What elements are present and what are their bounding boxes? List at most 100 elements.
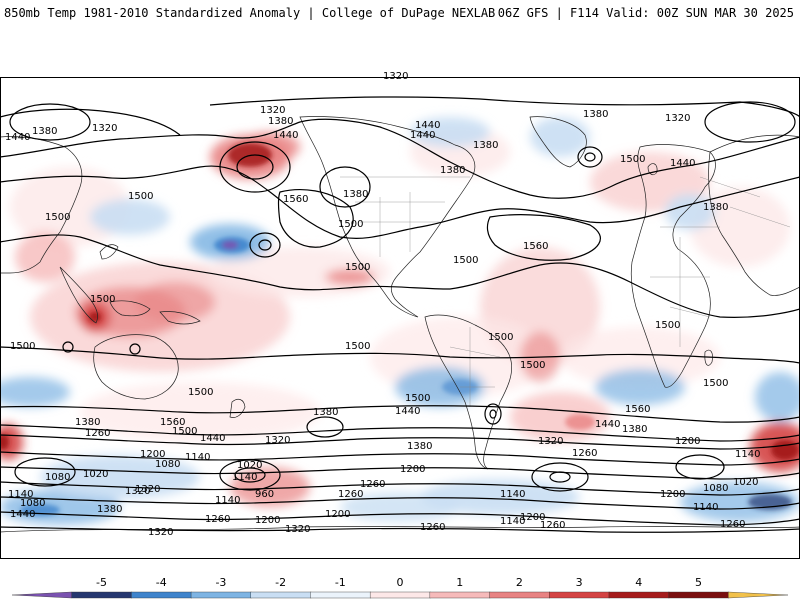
contour-label: 1140: [8, 489, 33, 500]
contour-label: 1080: [155, 459, 180, 470]
contour-label: 1020: [237, 460, 262, 471]
colorbar-swatch: [71, 591, 133, 599]
contour-label: 960: [255, 489, 274, 500]
colorbar-tick-label: 1: [456, 576, 463, 589]
contour-label: 1440: [410, 130, 435, 141]
colorbar-swatch: [11, 591, 72, 599]
contour-label: 1440: [595, 419, 620, 430]
map-title: 850mb Temp 1981-2010 Standardized Anomal…: [4, 6, 496, 20]
contour-label: 1200: [140, 449, 165, 460]
contour-label: 1320: [665, 113, 690, 124]
contour-label: 1020: [83, 469, 108, 480]
contour-label: 1500: [188, 387, 213, 398]
contour-label: 1560: [523, 241, 548, 252]
contour-label: 1500: [10, 341, 35, 352]
colorbar-swatch: [608, 591, 670, 599]
contour-label: 1260: [420, 522, 445, 533]
contour-label: 1500: [488, 332, 513, 343]
anomaly-shading: [0, 117, 800, 525]
anomaly-map: 1320 1320 1380 1440 1380 1320 1440 1380 …: [0, 71, 800, 559]
contour-label: 1380: [268, 116, 293, 127]
contour-label: 1320: [125, 486, 150, 497]
contour-label: 1440: [5, 132, 30, 143]
contour-label: 1320: [538, 436, 563, 447]
contour-label: 1380: [583, 109, 608, 120]
contour-label: 1500: [338, 219, 363, 230]
colorbar: -5 -4 -3 -2 -1 0 1 2 3 4 5: [11, 576, 789, 599]
contour-label: 1260: [338, 489, 363, 500]
colorbar-swatch: [549, 591, 610, 599]
contour-label: 1200: [675, 436, 700, 447]
colorbar-swatch: [429, 591, 491, 599]
contour-label: 1380: [622, 424, 647, 435]
colorbar-tick-label: -2: [275, 576, 286, 589]
contour-label: 1140: [215, 495, 240, 506]
contour-label: 1500: [405, 393, 430, 404]
contour-label: 1260: [360, 479, 385, 490]
contour-label: 1380: [343, 189, 368, 200]
contour-label: 1440: [10, 509, 35, 520]
contour-label: 1380: [97, 504, 122, 515]
contour-label: 1320: [135, 484, 160, 495]
contour-label: 1080: [45, 472, 70, 483]
contour-label: 1500: [345, 341, 370, 352]
contour-label: 1440: [273, 130, 298, 141]
colorbar-swatch: [369, 591, 431, 599]
colorbar-swatch: [190, 591, 252, 599]
contour-label: 1140: [500, 516, 525, 527]
contour-label: 1260: [720, 519, 745, 530]
contour-label: 1500: [172, 426, 197, 437]
contour-labels: 1320 1320 1380 1440 1380 1320 1440 1380 …: [5, 71, 760, 538]
contour-label: 1380: [313, 407, 338, 418]
contour-label: 1500: [45, 212, 70, 223]
contour-label: 1200: [660, 489, 685, 500]
contour-label: 1440: [415, 120, 440, 131]
colorbar-tick-label: -4: [156, 576, 167, 589]
contour-label: 1260: [540, 520, 565, 531]
contour-label: 1140: [185, 452, 210, 463]
contour-label: 1200: [520, 512, 545, 523]
contour-label: 1380: [440, 165, 465, 176]
contour-label: 1380: [473, 140, 498, 151]
contour-label: 1500: [345, 262, 370, 273]
contour-label: 1500: [620, 154, 645, 165]
colorbar-tick-label: 5: [695, 576, 702, 589]
contour-label: 1320: [260, 105, 285, 116]
colorbar-tick-label: -3: [215, 576, 226, 589]
model-run-info: 06Z GFS | F114 Valid: 00Z SUN MAR 30 202…: [497, 6, 794, 20]
colorbar-swatches: [11, 591, 789, 599]
colorbar-tick-label: -1: [335, 576, 346, 589]
contour-label: 1320: [265, 435, 290, 446]
contour-label: 1380: [703, 202, 728, 213]
borders: [340, 176, 791, 407]
contour-label: 1200: [255, 515, 280, 526]
contour-label: 1140: [735, 449, 760, 460]
contour-label: 1500: [703, 378, 728, 389]
contour-label: 1020: [733, 477, 758, 488]
contour-label: 1380: [32, 126, 57, 137]
contour-label: 1500: [128, 191, 153, 202]
contour-label: 1440: [200, 433, 225, 444]
colorbar-swatch: [131, 591, 192, 599]
colorbar-swatch: [489, 591, 550, 599]
contour-label: 1080: [20, 498, 45, 509]
colorbar-tick-label: 3: [576, 576, 583, 589]
height-contours: [0, 96, 800, 533]
contour-label: 1320: [92, 123, 117, 134]
contour-label: 1200: [400, 464, 425, 475]
contour-label: 1320: [383, 71, 408, 82]
contour-label: 1380: [407, 441, 432, 452]
contour-label: 1140: [693, 502, 718, 513]
colorbar-swatch: [728, 591, 789, 599]
contour-label: 1320: [148, 527, 173, 538]
colorbar-ticks: -5 -4 -3 -2 -1 0 1 2 3 4 5: [96, 576, 702, 589]
colorbar-swatch: [668, 591, 730, 599]
contour-label: 1260: [85, 428, 110, 439]
contour-label: 1500: [90, 294, 115, 305]
contour-label: 1320: [285, 524, 310, 535]
contour-label: 1260: [572, 448, 597, 459]
colorbar-swatch: [250, 591, 312, 599]
contour-label: 1080: [703, 483, 728, 494]
contour-label: 1500: [453, 255, 478, 266]
contour-label: 1380: [75, 417, 100, 428]
